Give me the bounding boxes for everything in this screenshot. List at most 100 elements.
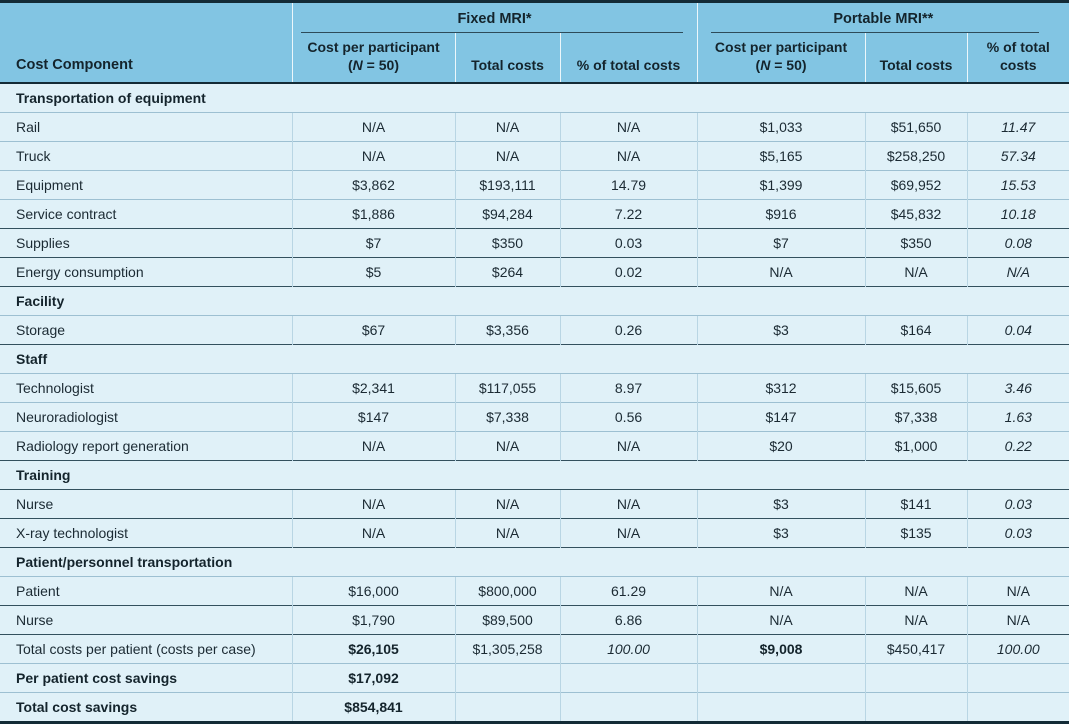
table-row: Nurse $1,790 $89,500 6.86 N/A N/A N/A (0, 605, 1069, 635)
row-label: Technologist (0, 373, 292, 403)
table-row: Total cost savings $854,841 (0, 692, 1069, 723)
fixed-group-underline (300, 32, 683, 33)
cell-value: $3 (696, 518, 866, 548)
cell-value: $67 (291, 315, 455, 345)
table-row: Radiology report generation N/A N/A N/A $20 $… (0, 431, 1069, 461)
cell-value: 0.03 (559, 228, 698, 258)
cell-value: 7.22 (559, 199, 698, 229)
cell-value: $3 (696, 489, 866, 519)
row-label: Truck (0, 141, 292, 171)
cell-value: $1,033 (696, 112, 866, 142)
cell-value: $1,399 (696, 170, 866, 200)
cell-value: N/A (559, 141, 698, 171)
cell-value: N/A (966, 576, 1069, 606)
cell-value: $94,284 (454, 199, 560, 229)
cell-value: $3,862 (291, 170, 455, 200)
cell-value: $7 (291, 228, 455, 258)
cell-value: 8.97 (559, 373, 698, 403)
cell-value: N/A (559, 112, 698, 142)
cell-value (559, 692, 698, 723)
cell-value: $147 (291, 402, 455, 432)
cell-value: $117,055 (454, 373, 560, 403)
cell-value: N/A (454, 431, 560, 461)
cell-value: N/A (291, 518, 455, 548)
cell-value: $1,000 (864, 431, 968, 461)
section-row: Training (0, 460, 1069, 490)
row-label: Patient (0, 576, 292, 606)
section-label: Facility (0, 286, 1069, 316)
cell-value: 57.34 (966, 141, 1069, 171)
cell-value: N/A (454, 518, 560, 548)
table-row: Equipment $3,862 $193,111 14.79 $1,399 $69,95… (0, 170, 1069, 200)
cell-value: N/A (291, 141, 455, 171)
cell-value: $264 (454, 257, 560, 287)
cost-component-header: Cost Component (0, 1, 292, 83)
cell-value: 15.53 (966, 170, 1069, 200)
portable-cost-per-participant-header: Cost per participant (N = 50) (696, 33, 866, 83)
cell-value: 61.29 (559, 576, 698, 606)
cell-value: N/A (696, 576, 866, 606)
cell-value: N/A (559, 489, 698, 519)
cell-value: $193,111 (454, 170, 560, 200)
cell-value: 0.03 (966, 489, 1069, 519)
cell-value: 6.86 (559, 605, 698, 635)
cell-value: $350 (864, 228, 968, 258)
row-label: X-ray technologist (0, 518, 292, 548)
cell-value: N/A (966, 257, 1069, 287)
cell-value: $854,841 (291, 692, 455, 723)
row-label: Nurse (0, 489, 292, 519)
cell-value: $26,105 (291, 634, 455, 664)
cell-value: 0.04 (966, 315, 1069, 345)
table-row: Nurse N/A N/A N/A $3 $141 0.03 (0, 489, 1069, 519)
cell-value: $350 (454, 228, 560, 258)
cell-value (864, 663, 968, 693)
row-label: Radiology report generation (0, 431, 292, 461)
cell-value: N/A (454, 112, 560, 142)
cell-value: $20 (696, 431, 866, 461)
cell-value: $450,417 (864, 634, 968, 664)
cell-value: N/A (559, 431, 698, 461)
cell-value: $164 (864, 315, 968, 345)
cell-value: N/A (864, 257, 968, 287)
cell-value: 100.00 (966, 634, 1069, 664)
cell-value: $147 (696, 402, 866, 432)
row-label: Total costs per patient (costs per case) (0, 634, 292, 664)
cell-value: N/A (559, 518, 698, 548)
fixed-pct-total-header: % of total costs (559, 33, 698, 83)
table-row: Energy consumption $5 $264 0.02 N/A N/A N/A (0, 257, 1069, 287)
cell-value: $15,605 (864, 373, 968, 403)
row-label: Nurse (0, 605, 292, 635)
row-label: Service contract (0, 199, 292, 229)
row-label: Equipment (0, 170, 292, 200)
row-label: Total cost savings (0, 692, 292, 723)
table-row: X-ray technologist N/A N/A N/A $3 $135 0.03 (0, 518, 1069, 548)
cell-value: $7,338 (454, 402, 560, 432)
cell-value: $3,356 (454, 315, 560, 345)
table-body: Transportation of equipment Rail N/A N/A N/A… (0, 83, 1069, 723)
portable-group-underline (710, 32, 1040, 33)
cell-value: $2,341 (291, 373, 455, 403)
cell-value (696, 692, 866, 723)
fixed-total-costs-header: Total costs (454, 33, 560, 83)
cell-value: 11.47 (966, 112, 1069, 142)
cell-value: $51,650 (864, 112, 968, 142)
portable-mri-label: Portable MRI** (833, 11, 934, 27)
cell-value: $141 (864, 489, 968, 519)
cell-value: $135 (864, 518, 968, 548)
fixed-mri-label: Fixed MRI* (457, 11, 532, 27)
section-row: Staff (0, 344, 1069, 374)
portable-pct-total-header: % of total costs (966, 33, 1069, 83)
cell-value: N/A (291, 431, 455, 461)
cell-value: 3.46 (966, 373, 1069, 403)
fixed-cost-per-participant-header: Cost per participant (N = 50) (291, 33, 455, 83)
table-row: Service contract $1,886 $94,284 7.22 $916 $45… (0, 199, 1069, 229)
cell-value: $16,000 (291, 576, 455, 606)
cell-value: N/A (864, 576, 968, 606)
cell-value: 0.08 (966, 228, 1069, 258)
table-row: Technologist $2,341 $117,055 8.97 $312 $15,60… (0, 373, 1069, 403)
section-label: Transportation of equipment (0, 83, 1069, 113)
cell-value: 0.26 (559, 315, 698, 345)
cell-value (696, 663, 866, 693)
cell-value: 10.18 (966, 199, 1069, 229)
